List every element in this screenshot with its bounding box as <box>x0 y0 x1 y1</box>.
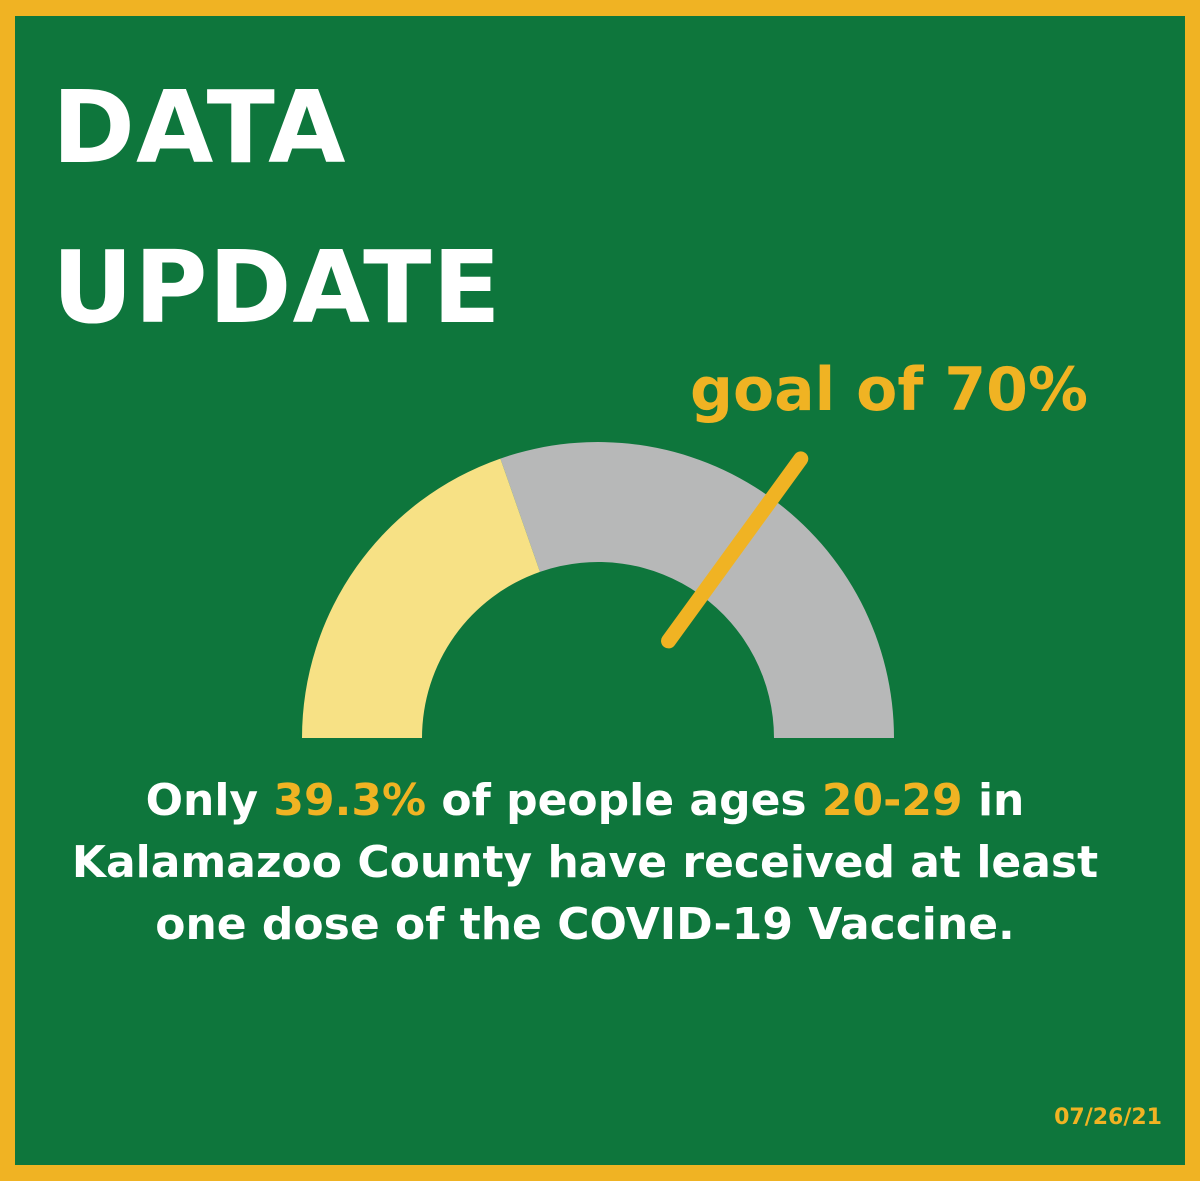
caption-part-3: in Kalamazoo County have received at lea… <box>71 775 1099 950</box>
goal-label: goal of 70% <box>690 355 1088 425</box>
infographic-card <box>15 16 1185 1165</box>
headline-line-1: DATA <box>52 69 347 186</box>
caption-part-2: of people ages <box>426 775 822 826</box>
gauge-arc-filled <box>302 458 540 738</box>
caption-ages: 20-29 <box>821 775 963 826</box>
headline-line-2: UPDATE <box>52 229 502 346</box>
goal-needle <box>661 451 809 649</box>
caption-percent: 39.3% <box>273 775 427 826</box>
caption-text: Only 39.3% of people ages 20-29 in Kalam… <box>40 770 1130 956</box>
date-label: 07/26/21 <box>1054 1105 1162 1130</box>
caption-part-1: Only <box>145 775 274 826</box>
